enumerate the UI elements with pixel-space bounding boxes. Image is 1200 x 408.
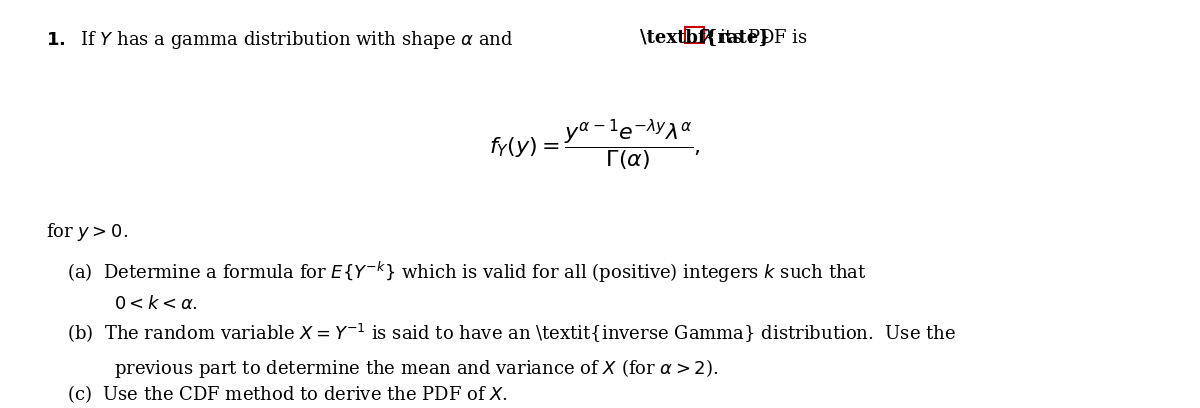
Text: (c)  Use the CDF method to derive the PDF of $X$.: (c) Use the CDF method to derive the PDF… [67,384,508,405]
Text: $f_Y(y) = \dfrac{y^{\alpha-1}e^{-\lambda y}\lambda^{\alpha}}{\Gamma(\alpha)},$: $f_Y(y) = \dfrac{y^{\alpha-1}e^{-\lambda… [490,118,701,173]
Text: $\lambda$ its PDF is: $\lambda$ its PDF is [697,29,808,47]
Text: (b)  The random variable $X = Y^{-1}$ is said to have an \textit{inverse Gamma} : (b) The random variable $X = Y^{-1}$ is … [67,322,955,345]
Text: previous part to determine the mean and variance of $X$ (for $\alpha > 2$).: previous part to determine the mean and … [114,357,719,380]
Text: for $y > 0$.: for $y > 0$. [47,221,128,243]
Text: \textbf{rate}: \textbf{rate} [640,29,770,47]
Text: (a)  Determine a formula for $E\left\{Y^{-k}\right\}$ which is valid for all (po: (a) Determine a formula for $E\left\{Y^{… [67,260,866,285]
Text: $0 < k < \alpha$.: $0 < k < \alpha$. [114,295,198,313]
Text: $\mathbf{1.}$  If $Y$ has a gamma distribution with shape $\alpha$ and: $\mathbf{1.}$ If $Y$ has a gamma distrib… [47,29,515,51]
